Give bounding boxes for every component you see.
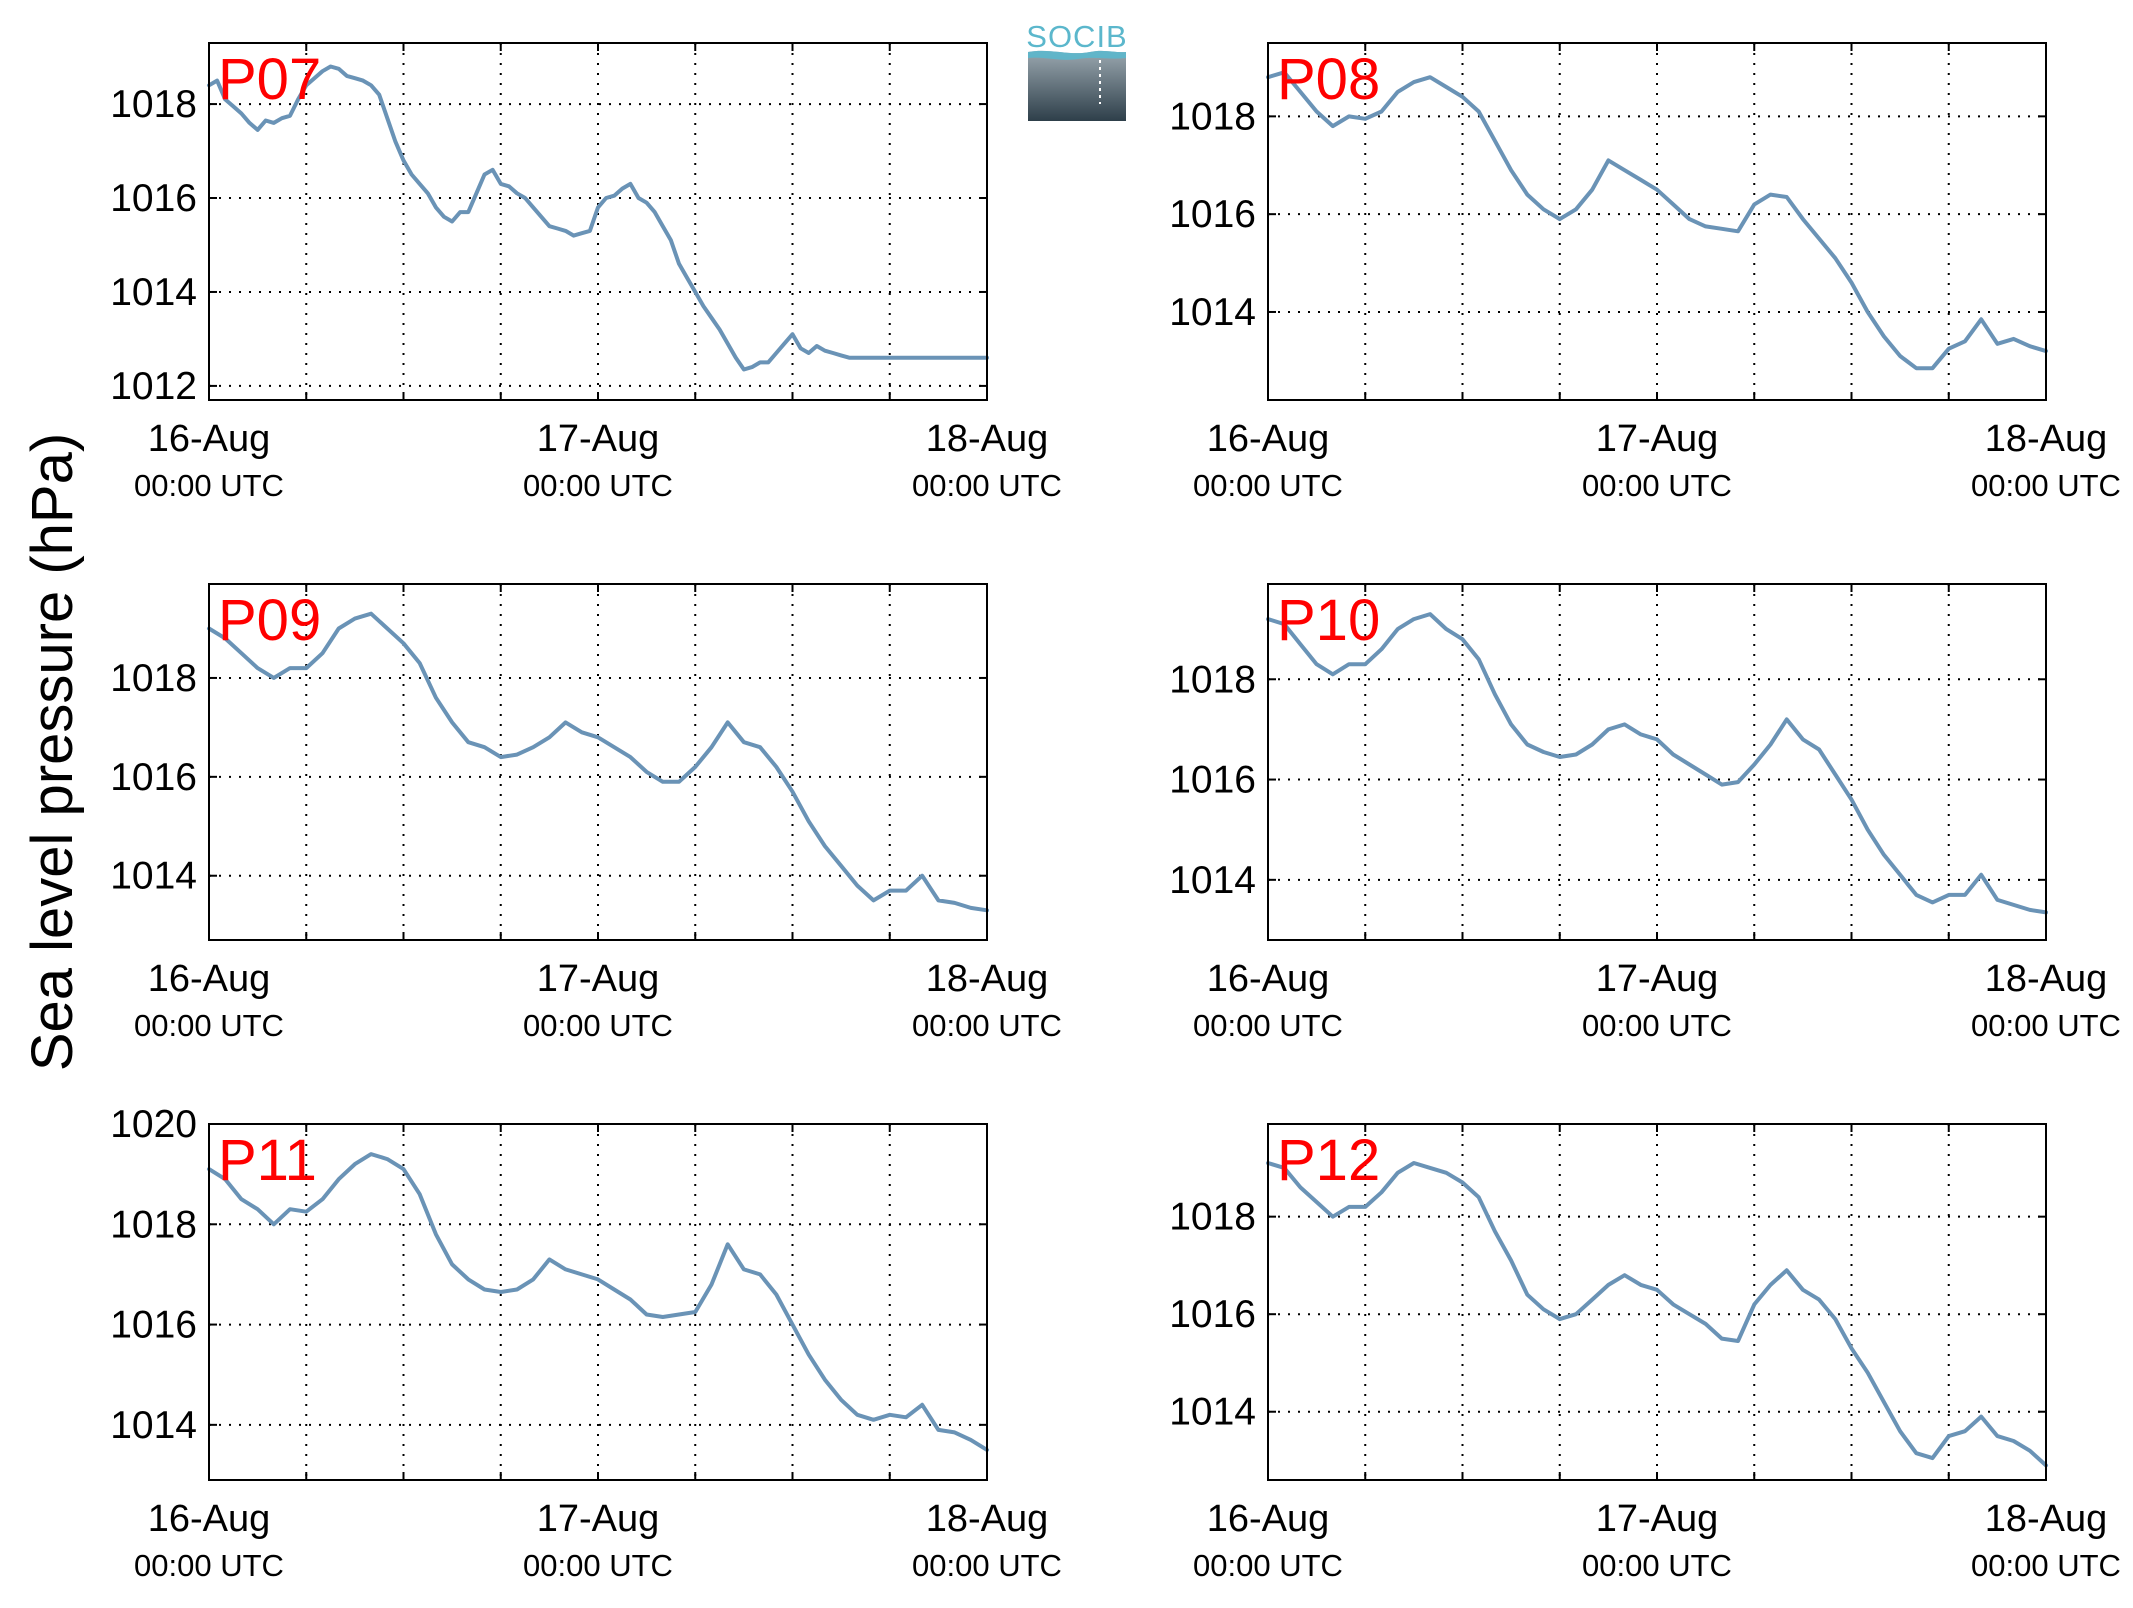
x-tick-date-label: 17-Aug xyxy=(537,1498,660,1540)
x-tick-date-label: 18-Aug xyxy=(926,1498,1049,1540)
y-tick-label: 1014 xyxy=(1169,1391,1256,1434)
x-tick-date-label: 17-Aug xyxy=(537,958,660,1000)
plot-area-frame xyxy=(1267,42,2047,401)
y-tick-label: 1016 xyxy=(1169,1293,1256,1336)
x-tick-date-label: 17-Aug xyxy=(1596,418,1719,460)
x-tick-time-label: 00:00 UTC xyxy=(1193,468,1343,503)
x-tick-date-label: 16-Aug xyxy=(1207,1498,1330,1540)
panel-label: P10 xyxy=(1277,588,1380,653)
y-tick-label: 1016 xyxy=(110,177,197,220)
chart-panel-p10: 1014 1016 1018 16-Aug 00:00 UTC 17-Aug 00:00 U… xyxy=(1169,583,2121,1043)
x-tick-time-label: 00:00 UTC xyxy=(912,468,1062,503)
y-axis-label: Sea level pressure (hPa) xyxy=(20,433,85,1071)
panel-label: P07 xyxy=(218,47,321,112)
x-tick-time-label: 00:00 UTC xyxy=(523,468,673,503)
y-tick-label: 1018 xyxy=(110,657,197,700)
x-tick-date-label: 16-Aug xyxy=(148,958,271,1000)
x-tick-date-label: 17-Aug xyxy=(1596,958,1719,1000)
pressure-series-line xyxy=(1266,70,2048,371)
socib-logo-text: SOCIB xyxy=(1026,19,1127,54)
x-tick-date-label: 18-Aug xyxy=(926,418,1049,460)
y-tick-label: 1016 xyxy=(1169,193,1256,236)
pressure-series-line xyxy=(207,1152,989,1452)
x-tick-date-label: 18-Aug xyxy=(1985,1498,2108,1540)
y-tick-label: 1014 xyxy=(110,855,197,898)
x-tick-date-label: 18-Aug xyxy=(1985,418,2108,460)
x-tick-time-label: 00:00 UTC xyxy=(912,1548,1062,1583)
panel-label: P08 xyxy=(1277,47,1380,112)
plot-area-frame xyxy=(1267,1123,2047,1481)
y-tick-label: 1020 xyxy=(110,1103,197,1146)
pressure-series-line xyxy=(1266,1161,2048,1468)
x-tick-time-label: 00:00 UTC xyxy=(1582,1548,1732,1583)
x-tick-date-label: 18-Aug xyxy=(1985,958,2108,1000)
x-tick-date-label: 17-Aug xyxy=(537,418,660,460)
pressure-series-line xyxy=(207,611,989,913)
plot-area-frame xyxy=(208,1123,988,1481)
y-tick-label: 1014 xyxy=(1169,291,1256,334)
y-tick-label: 1018 xyxy=(110,1203,197,1246)
x-tick-time-label: 00:00 UTC xyxy=(1971,1008,2121,1043)
chart-panel-p12: 1014 1016 1018 16-Aug 00:00 UTC 17-Aug 00:00 U… xyxy=(1169,1123,2121,1583)
plot-area-frame xyxy=(208,583,988,941)
y-tick-label: 1016 xyxy=(110,1304,197,1347)
panel-label: P09 xyxy=(218,588,321,653)
y-tick-label: 1014 xyxy=(110,1404,197,1447)
x-tick-time-label: 00:00 UTC xyxy=(1582,1008,1732,1043)
y-tick-label: 1016 xyxy=(110,756,197,799)
y-tick-label: 1018 xyxy=(110,83,197,126)
chart-panel-p08: 1014 1016 1018 16-Aug 00:00 UTC 17-Aug 00:00 U… xyxy=(1169,42,2121,503)
y-tick-label: 1018 xyxy=(1169,1196,1256,1239)
x-tick-time-label: 00:00 UTC xyxy=(1193,1548,1343,1583)
socib-logo: SOCIB xyxy=(1026,19,1127,121)
x-tick-time-label: 00:00 UTC xyxy=(1971,1548,2121,1583)
x-tick-time-label: 00:00 UTC xyxy=(134,1008,284,1043)
x-tick-time-label: 00:00 UTC xyxy=(1971,468,2121,503)
y-tick-label: 1018 xyxy=(1169,95,1256,138)
chart-panel-p11: 1014 1016 1018 1020 16-Aug 00:00 UTC 17-Aug 00:… xyxy=(110,1103,1062,1583)
panel-label: P12 xyxy=(1277,1128,1380,1193)
panel-label: P11 xyxy=(218,1128,317,1193)
x-tick-date-label: 16-Aug xyxy=(148,418,271,460)
x-tick-time-label: 00:00 UTC xyxy=(134,468,284,503)
x-tick-date-label: 18-Aug xyxy=(926,958,1049,1000)
x-tick-time-label: 00:00 UTC xyxy=(523,1548,673,1583)
plot-area-frame xyxy=(208,42,988,401)
chart-panel-p09: 1014 1016 1018 16-Aug 00:00 UTC 17-Aug 00:00 U… xyxy=(110,583,1062,1043)
x-tick-date-label: 16-Aug xyxy=(1207,418,1330,460)
x-tick-date-label: 16-Aug xyxy=(148,1498,271,1540)
x-tick-date-label: 17-Aug xyxy=(1596,1498,1719,1540)
y-tick-label: 1012 xyxy=(110,365,197,408)
x-tick-time-label: 00:00 UTC xyxy=(912,1008,1062,1043)
plot-area-frame xyxy=(1267,583,2047,941)
y-tick-label: 1018 xyxy=(1169,658,1256,701)
chart-panel-p07: 1012 1014 1016 1018 16-Aug 00:00 UTC 17-Aug 00:… xyxy=(110,42,1062,503)
pressure-series-line xyxy=(1266,612,2048,915)
x-tick-time-label: 00:00 UTC xyxy=(1193,1008,1343,1043)
pressure-series-line xyxy=(207,64,989,372)
y-tick-label: 1014 xyxy=(110,271,197,314)
x-tick-time-label: 00:00 UTC xyxy=(134,1548,284,1583)
y-tick-label: 1016 xyxy=(1169,759,1256,802)
y-tick-label: 1014 xyxy=(1169,859,1256,902)
x-tick-time-label: 00:00 UTC xyxy=(1582,468,1732,503)
x-tick-time-label: 00:00 UTC xyxy=(523,1008,673,1043)
x-tick-date-label: 16-Aug xyxy=(1207,958,1330,1000)
